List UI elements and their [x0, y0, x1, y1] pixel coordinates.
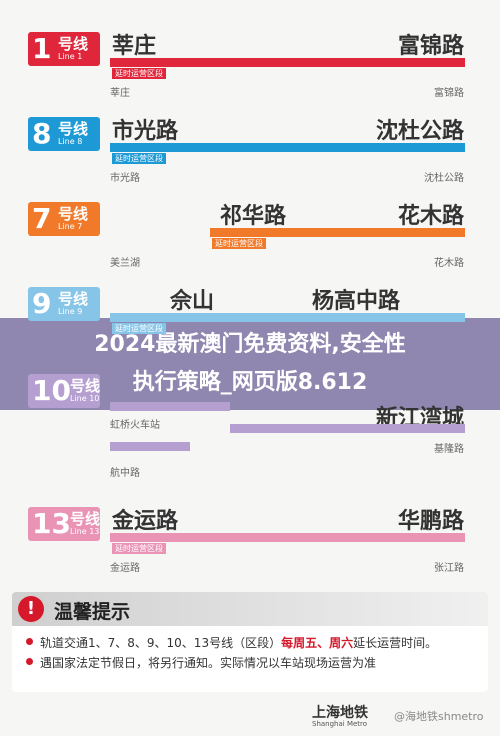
line-bar — [110, 143, 465, 152]
small-station: 沈杜公路 — [424, 173, 464, 184]
line-suffix: 号线 — [58, 35, 89, 53]
line-bar — [110, 313, 465, 322]
station-name: 佘山 — [170, 288, 215, 314]
small-station: 金运路 — [110, 563, 140, 574]
small-station: 虹桥火车站 — [110, 420, 160, 431]
section-tag: 延时运营区段 — [112, 323, 166, 334]
logo-en: Shanghai Metro — [312, 720, 368, 728]
line-bar — [210, 228, 465, 237]
line-en: Line 1 — [58, 52, 83, 61]
alert-icon: ! — [18, 596, 44, 622]
line-bar — [110, 533, 465, 542]
line-number: 13 — [32, 507, 71, 540]
station-name: 金运路 — [112, 508, 179, 534]
notice-text: 每周五、周六 — [281, 636, 354, 650]
line-badge: 7 号线 Line 7 — [28, 202, 100, 236]
section-tag: 延时运营区段 — [112, 153, 166, 164]
bullet — [26, 638, 33, 645]
notice-text: 轨道交通1、7、8、9、10、13号线（区段） — [40, 636, 282, 650]
small-station: 张江路 — [434, 563, 464, 574]
small-station: 航中路 — [110, 468, 140, 479]
line-suffix: 号线 — [58, 205, 89, 223]
station-name: 祁华路 — [220, 203, 287, 229]
notice-text: 遇国家法定节假日，将另行通知。实际情况以车站现场运营为准 — [40, 656, 377, 670]
small-station: 花木路 — [434, 258, 464, 269]
line-suffix: 号线 — [58, 120, 89, 138]
line-suffix: 号线 — [70, 510, 101, 528]
line-badge: 8 号线 Line 8 — [28, 117, 100, 151]
station-name: 沈杜公路 — [375, 118, 464, 144]
line-badge: 9 号线 Line 9 — [28, 287, 100, 321]
line-bar — [110, 442, 190, 451]
line-suffix: 号线 — [58, 290, 89, 308]
line-number: 10 — [32, 374, 71, 407]
bullet — [26, 658, 33, 665]
line-number: 1 — [32, 32, 52, 65]
station-name: 杨高中路 — [311, 288, 400, 314]
line-en: Line 7 — [58, 222, 83, 231]
notice-item: 遇国家法定节假日，将另行通知。实际情况以车站现场运营为准 — [40, 654, 376, 671]
section-tag: 延时运营区段 — [212, 238, 266, 249]
line-number: 9 — [32, 287, 52, 320]
notice: ! 温馨提示 轨道交通1、7、8、9、10、13号线（区段）每周五、周六延长运营… — [12, 592, 488, 692]
watermark: @海地铁shmetro — [394, 710, 484, 723]
line-bar — [230, 424, 465, 433]
small-station: 莘庄 — [110, 88, 130, 99]
station-name: 市光路 — [112, 118, 179, 144]
small-station: 基隆路 — [434, 444, 464, 455]
line-bar — [110, 402, 230, 411]
line-en: Line 8 — [58, 137, 83, 146]
line-bar — [110, 58, 465, 67]
small-station: 市光路 — [110, 173, 140, 184]
line-badge: 10 号线 Line 10 — [28, 374, 100, 408]
line-number: 8 — [32, 117, 52, 150]
line-badge: 1 号线 Line 1 — [28, 32, 100, 66]
line-en: Line 9 — [58, 307, 83, 316]
overlay-text: 2024最新澳门免费资料,安全性 — [94, 332, 406, 357]
small-station: 富锦路 — [434, 88, 464, 99]
station-name: 富锦路 — [397, 33, 464, 59]
notice-header: ! 温馨提示 — [12, 592, 488, 626]
small-station: 美兰湖 — [110, 258, 140, 269]
station-name: 华鹏路 — [397, 508, 464, 534]
line-en: Line 10 — [70, 394, 100, 403]
notice-text: 延长运营时间。 — [353, 636, 438, 650]
station-name: 花木路 — [397, 203, 464, 229]
section-tag: 延时运营区段 — [112, 68, 166, 79]
station-name: 莘庄 — [112, 33, 157, 59]
line-number: 7 — [32, 202, 52, 235]
line-en: Line 13 — [70, 527, 100, 536]
notice-title: 温馨提示 — [54, 601, 131, 623]
line-badge: 13 号线 Line 13 — [28, 507, 100, 541]
notice-item: 轨道交通1、7、8、9、10、13号线（区段）每周五、周六延长运营时间。 — [40, 634, 437, 651]
line-suffix: 号线 — [70, 377, 101, 395]
logo-cn: 上海地铁 — [312, 705, 368, 721]
overlay-text: 执行策略_网页版8.612 — [132, 370, 368, 395]
section-tag: 延时运营区段 — [112, 543, 166, 554]
